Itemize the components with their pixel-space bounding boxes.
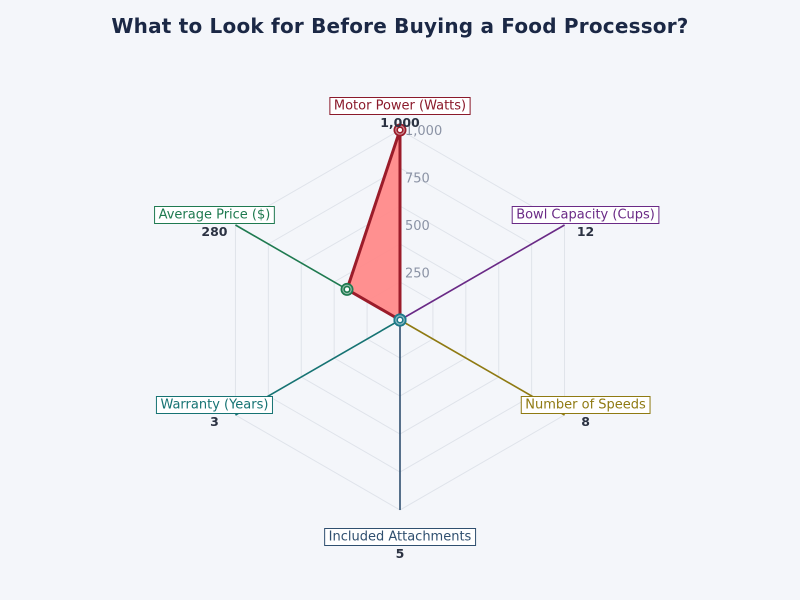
chart-title: What to Look for Before Buying a Food Pr… — [111, 14, 689, 38]
axis-label: Warranty (Years) — [160, 398, 268, 413]
axis-label: Included Attachments — [329, 530, 472, 545]
axis-label-box — [329, 97, 471, 115]
axis-label: Average Price ($) — [159, 208, 271, 223]
data-point-center — [398, 318, 402, 322]
axis-label-group: Average Price ($)280 — [154, 206, 275, 239]
radial-tick-label: 500 — [405, 219, 430, 234]
data-points — [340, 123, 407, 327]
data-polygon — [345, 128, 402, 322]
radial-tick-label: 750 — [405, 172, 430, 187]
axis-value-label: 8 — [581, 414, 590, 429]
axis-label-group: Warranty (Years)3 — [155, 396, 273, 429]
data-point-ring — [395, 315, 405, 325]
axis-label-box — [155, 396, 273, 414]
axis-label: Number of Speeds — [525, 398, 646, 413]
radial-tick-label: 250 — [405, 267, 430, 282]
data-point-ring — [395, 125, 405, 135]
data-area — [345, 128, 402, 322]
radial-ticks: 250 500 750 1,000 — [405, 124, 442, 282]
radial-tick-label: 1,000 — [405, 124, 442, 139]
axis-label-group: Bowl Capacity (Cups)12 — [511, 206, 660, 239]
axis-label: Bowl Capacity (Cups) — [516, 208, 655, 223]
axis-spoke — [399, 224, 565, 321]
axis-value-label: 280 — [201, 224, 227, 239]
axis-value-label: 5 — [396, 546, 405, 561]
axis-label-box — [511, 206, 660, 224]
data-point-center — [398, 128, 402, 132]
axis-value-label: 1,000 — [380, 115, 420, 130]
axis-label-box — [154, 206, 275, 224]
data-point-center — [345, 287, 350, 292]
axis-label: Motor Power (Watts) — [334, 99, 466, 114]
axis-value-label: 3 — [210, 414, 219, 429]
axis-label-box — [520, 396, 651, 414]
data-point-ring — [342, 284, 352, 295]
axis-label-group: Motor Power (Watts)1,000 — [329, 97, 471, 130]
axis-value-label: 12 — [577, 224, 594, 239]
axis-label-box — [324, 528, 477, 546]
